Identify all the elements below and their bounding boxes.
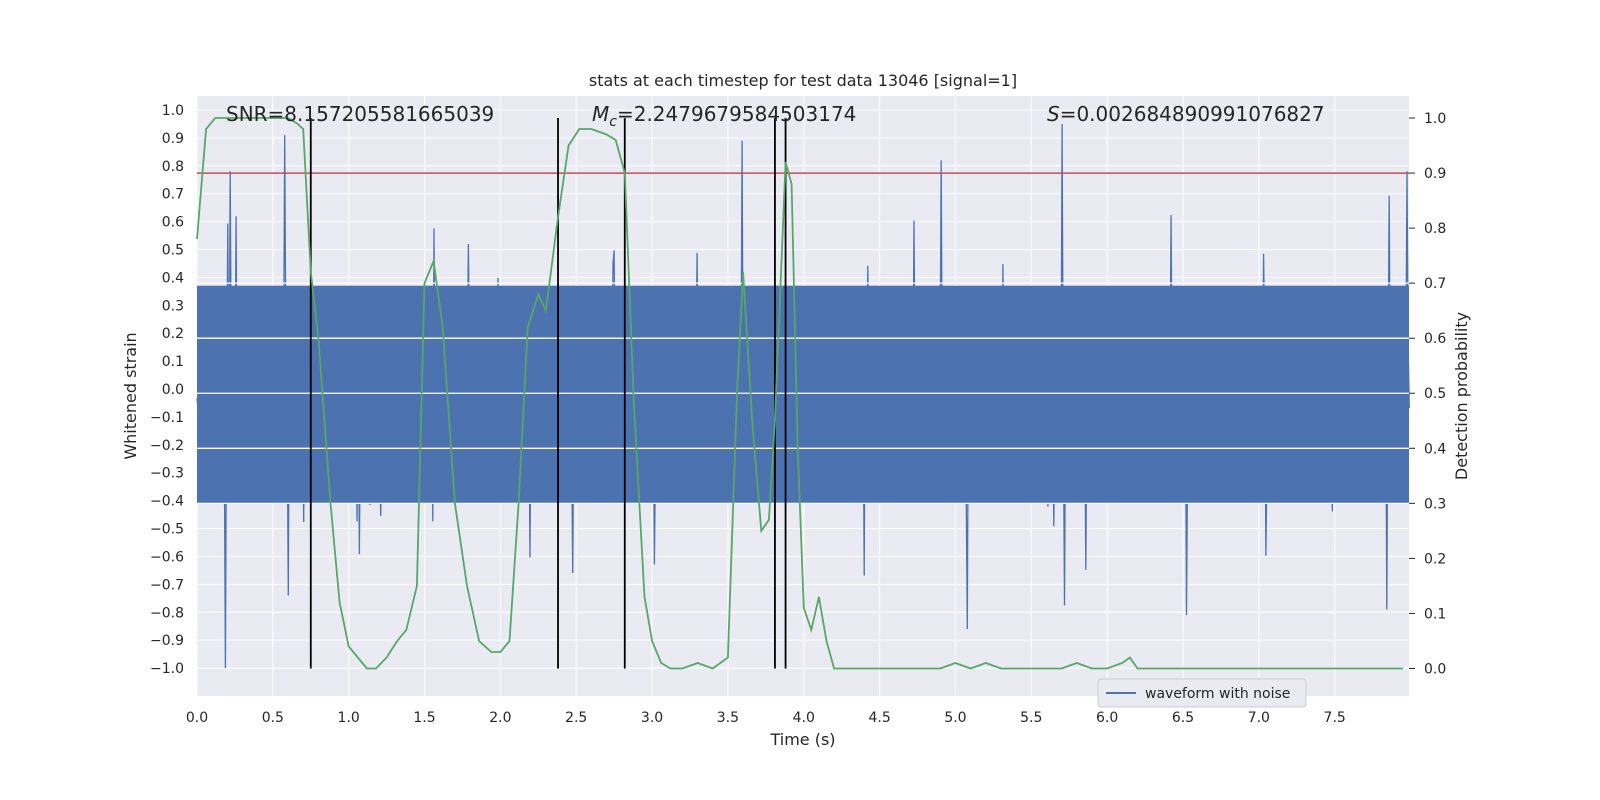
- right-tick-label-1: 0.9: [1424, 166, 1446, 182]
- vertical-markers: [309, 118, 787, 669]
- left-tick-label-3: 0.7: [162, 187, 184, 203]
- left-tick-label-9: 0.1: [162, 354, 184, 370]
- s-value: =0.002684890991076827: [1060, 102, 1325, 126]
- x-tick-label-9: 4.5: [868, 710, 890, 726]
- left-tick-label-10: 0.0: [162, 382, 184, 398]
- left-tick-label-4: 0.6: [162, 215, 184, 231]
- x-tick-label-5: 2.5: [565, 710, 587, 726]
- left-tick-label-17: −0.7: [150, 577, 184, 593]
- chirp-mass-value: =2.2479679584503174: [617, 102, 856, 126]
- probability-series: [196, 117, 1403, 670]
- left-tick-label-11: −0.1: [150, 410, 184, 426]
- probability-line: [196, 117, 1403, 670]
- waveform-dense-band: [197, 285, 1409, 504]
- left-tick-label-14: −0.4: [150, 494, 184, 510]
- x-tick-label-15: 7.5: [1324, 710, 1346, 726]
- left-axis-label: Whitened strain: [121, 332, 140, 459]
- legend-box: [1097, 678, 1307, 708]
- x-tick-label-12: 6.0: [1096, 710, 1118, 726]
- left-tick-label-18: −0.8: [150, 605, 184, 621]
- x-tick-label-10: 5.0: [944, 710, 966, 726]
- x-tick-label-7: 3.5: [717, 710, 739, 726]
- left-tick-label-8: 0.2: [162, 326, 184, 342]
- right-axis-ticks: 1.0 0.9 0.8 0.7 0.6 0.5 0.4 0.3 0.2 0.1 0.0: [1409, 111, 1446, 677]
- left-tick-label-6: 0.4: [162, 270, 184, 286]
- left-tick-label-2: 0.8: [162, 159, 184, 175]
- right-tick-label-0: 1.0: [1424, 111, 1446, 127]
- x-tick-label-4: 2.0: [489, 710, 511, 726]
- left-tick-label-5: 0.5: [162, 242, 184, 258]
- right-tick-label-8: 0.2: [1424, 551, 1446, 567]
- right-tick-label-2: 0.8: [1424, 221, 1446, 237]
- right-tick-label-7: 0.3: [1424, 496, 1446, 512]
- waveform-series: [196, 123, 1410, 669]
- x-tick-label-14: 7.0: [1248, 710, 1270, 726]
- left-tick-label-12: −0.2: [150, 438, 184, 454]
- right-tick-label-5: 0.5: [1424, 386, 1446, 402]
- right-tick-label-4: 0.6: [1424, 331, 1446, 347]
- x-tick-label-8: 4.0: [793, 710, 815, 726]
- left-tick-label-20: −1.0: [150, 661, 184, 677]
- right-tick-label-3: 0.7: [1424, 276, 1446, 292]
- x-tick-label-1: 0.5: [262, 710, 284, 726]
- plot-area: [196, 96, 1410, 696]
- chirp-mass-annotation: Mc=2.2479679584503174: [592, 102, 856, 130]
- left-tick-label-0: 1.0: [162, 103, 184, 119]
- right-axis-label: Detection probability: [1452, 312, 1471, 480]
- x-tick-label-2: 1.0: [338, 710, 360, 726]
- left-tick-label-19: −0.9: [150, 633, 184, 649]
- left-tick-label-16: −0.6: [150, 549, 184, 565]
- x-tick-label-3: 1.5: [413, 710, 435, 726]
- right-tick-label-6: 0.4: [1424, 441, 1446, 457]
- x-tick-label-11: 5.5: [1020, 710, 1042, 726]
- x-tick-label-13: 6.5: [1172, 710, 1194, 726]
- x-tick-label-0: 0.0: [186, 710, 208, 726]
- s-annotation: S=0.002684890991076827: [1047, 102, 1325, 126]
- x-axis-ticks: 0.0 0.5 1.0 1.5 2.0 2.5 3.0 3.5 4.0 4.5 5.0 5.5 6.0 6…: [186, 710, 1346, 726]
- snr-annotation: SNR=8.157205581665039: [226, 102, 494, 126]
- chirp-mass-symbol: M: [592, 102, 609, 126]
- left-tick-label-7: 0.3: [162, 298, 184, 314]
- legend: waveform with noise: [1097, 678, 1307, 708]
- s-symbol: S: [1047, 102, 1060, 126]
- legend-waveform-label: waveform with noise: [1145, 686, 1290, 702]
- chirp-mass-subscript: c: [609, 114, 617, 130]
- right-tick-label-9: 0.1: [1424, 606, 1446, 622]
- left-axis-ticks: 1.0 0.9 0.8 0.7 0.6 0.5 0.4 0.3 0.2 0.1 0.0 −0.1 −0.…: [150, 103, 184, 677]
- left-tick-label-13: −0.3: [150, 466, 184, 482]
- x-tick-label-6: 3.0: [641, 710, 663, 726]
- left-tick-label-15: −0.5: [150, 522, 184, 538]
- x-axis-label: Time (s): [769, 730, 835, 749]
- right-tick-label-10: 0.0: [1424, 661, 1446, 677]
- chart-title: stats at each timestep for test data 130…: [589, 71, 1017, 90]
- left-tick-label-1: 0.9: [162, 131, 184, 147]
